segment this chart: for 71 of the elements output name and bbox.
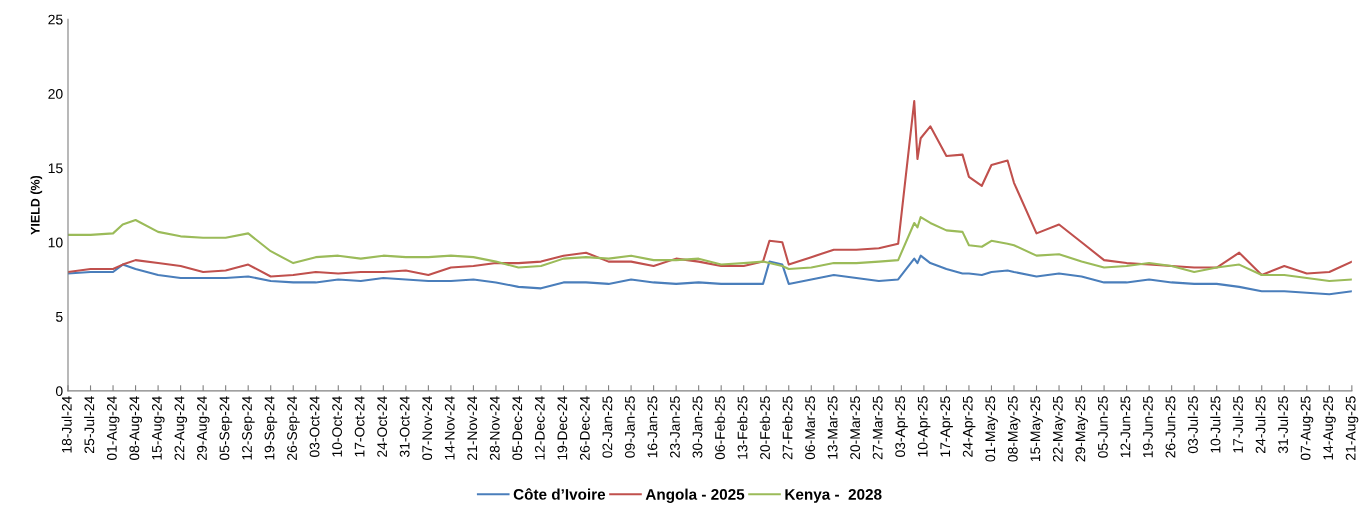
x-tick-label: 08-May-25: [1007, 396, 1021, 462]
legend-label: Kenya - 2028: [785, 488, 882, 503]
x-tick-label: 12-Dec-24: [534, 396, 545, 460]
line-series: [68, 100, 1352, 278]
x-tick-label: 14-Nov-24: [444, 396, 455, 460]
line-series: [68, 254, 1352, 296]
x-tick-label: 24-Apr-25: [962, 396, 976, 457]
x-tick-label: 01-May-25: [985, 396, 998, 462]
x-tick-label: 29-May-25: [1075, 396, 1089, 462]
x-tick-label: 26-Dec-24: [579, 396, 590, 460]
x-tick-label: 24-Oct-24: [377, 396, 388, 457]
x-tick-label: 02-Jan-25: [602, 396, 613, 458]
x-tick-label: 12-Sep-24: [242, 396, 255, 460]
y-tick-label: 10: [48, 237, 63, 248]
x-tick-label: 05-Sep-24: [219, 396, 233, 461]
x-tick-label: 27-Feb-25: [782, 396, 793, 460]
x-tick-label: 10-Oct-24: [332, 396, 343, 457]
x-tick-label: 21-Nov-24: [467, 396, 478, 460]
x-tick-label: 26-Sep-24: [287, 396, 300, 460]
legend-label: Angola - 2025: [645, 488, 745, 503]
x-tick-label: 07-Nov-24: [422, 396, 433, 461]
x-tick-label: 14-Aug-25: [1323, 396, 1336, 460]
x-tick-label: 31-Oct-24: [399, 396, 410, 457]
x-tick-label: 07-Aug-25: [1300, 396, 1314, 461]
x-tick-label: 19-Sep-24: [264, 396, 278, 460]
x-tick-label: 19-Jun-25: [1143, 396, 1153, 458]
line-series: [68, 215, 1352, 282]
x-tick-label: 03-Jul-25: [1187, 396, 1198, 454]
x-tick-label: 05-Dec-24: [512, 396, 523, 461]
x-tick-label: 17-Apr-25: [940, 396, 953, 457]
x-tick-label: 24-Jul-25: [1255, 396, 1266, 453]
x-tick-label: 13-Mar-25: [827, 396, 838, 459]
x-tick-label: 26-Jun-25: [1165, 396, 1176, 458]
x-tick-label: 22-May-25: [1052, 396, 1066, 462]
x-tick-label: 20-Feb-25: [759, 396, 770, 460]
x-tick-label: 18-Jul-24: [61, 396, 72, 453]
y-tick-label: 0: [55, 386, 63, 397]
x-tick-label: 19-Dec-24: [557, 396, 568, 460]
y-tick-label: 25: [48, 14, 63, 25]
legend-label: Côte d’Ivoire: [513, 488, 606, 500]
x-tick-label: 22-Aug-24: [174, 396, 188, 460]
y-axis-title: YIELD (%): [30, 175, 43, 235]
x-tick-label: 05-Jun-25: [1097, 396, 1108, 458]
x-tick-label: 10-Jul-25: [1210, 396, 1221, 453]
x-tick-label: 20-Mar-25: [850, 396, 861, 460]
x-tick-label: 03-Apr-25: [895, 396, 908, 457]
y-tick-label: 15: [48, 163, 63, 174]
x-tick-label: 09-Jan-25: [624, 396, 635, 458]
x-tick-label: 21-Aug-25: [1345, 396, 1359, 460]
y-tick-label: 20: [48, 88, 63, 99]
x-tick-label: 16-Jan-25: [647, 396, 658, 458]
x-tick-label: 23-Jan-25: [670, 396, 680, 458]
x-tick-label: 15-May-25: [1030, 396, 1043, 462]
x-tick-label: 06-Mar-25: [805, 396, 815, 460]
x-tick-label: 30-Jan-25: [692, 396, 703, 458]
x-tick-label: 03-Oct-24: [309, 396, 320, 457]
x-tick-label: 27-Mar-25: [872, 396, 883, 460]
x-tick-label: 29-Aug-24: [197, 396, 210, 460]
x-tick-label: 01-Aug-24: [106, 396, 120, 461]
x-tick-label: 12-Jun-25: [1120, 396, 1131, 458]
x-tick-label: 17-Jul-25: [1232, 396, 1243, 453]
x-tick-label: 15-Aug-24: [151, 396, 165, 460]
x-tick-label: 08-Aug-24: [129, 396, 143, 461]
x-tick-label: 13-Feb-25: [737, 396, 748, 459]
x-tick-label: 06-Feb-25: [714, 396, 725, 460]
x-tick-label: 10-Apr-25: [917, 396, 931, 457]
x-tick-label: 31-Jul-25: [1277, 396, 1288, 454]
x-tick-label: 28-Nov-24: [489, 396, 500, 460]
x-tick-label: 25-Jul-24: [84, 396, 95, 453]
y-tick-label: 5: [55, 312, 63, 322]
x-tick-label: 17-Oct-24: [354, 396, 365, 457]
